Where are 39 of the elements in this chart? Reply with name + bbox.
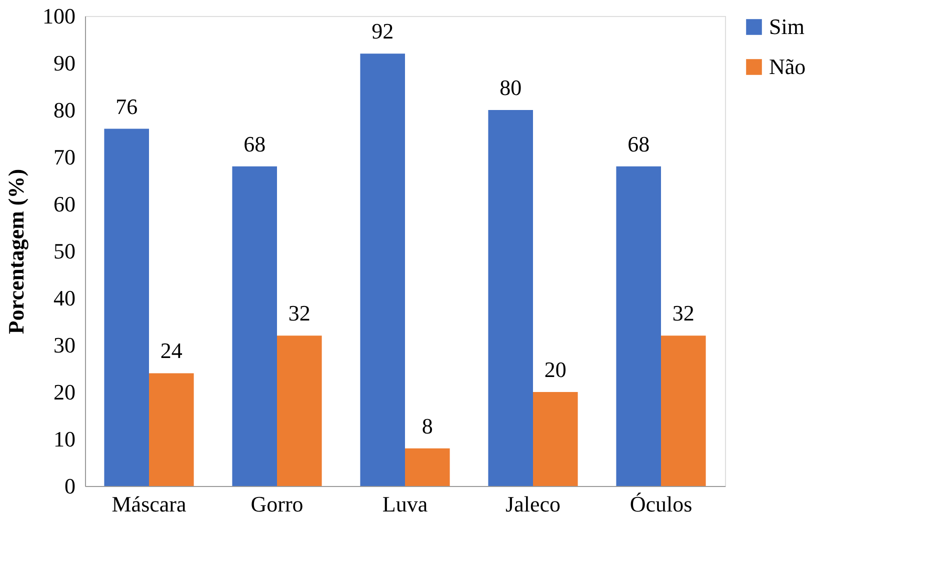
y-tick-label: 40 [54,286,76,310]
data-label: 92 [372,18,394,44]
bar [488,110,533,486]
bar [149,373,194,486]
data-label: 68 [244,131,266,156]
legend-label: Não [769,54,806,79]
x-tick-label: Máscara [112,492,186,516]
bar [616,166,661,486]
y-tick-label: 0 [64,474,76,498]
y-axis-title: Porcentagem (%) [4,168,28,334]
x-tick-label: Gorro [250,492,304,516]
legend-label: Sim [769,14,804,39]
y-tick-label: 60 [54,192,76,216]
y-tick-label: 100 [42,4,76,28]
bar [533,392,578,486]
y-tick-label: 30 [54,332,76,358]
data-label: 24 [160,338,182,364]
x-tick-label: Jaleco [506,492,560,516]
bar [405,448,450,486]
data-label: 32 [288,300,310,326]
data-label: 20 [544,357,566,382]
data-label: 32 [672,300,694,326]
y-tick-label: 90 [54,50,76,76]
y-tick-label: 10 [54,426,76,452]
data-label: 76 [116,94,138,119]
y-tick-label: 70 [54,144,76,170]
bar [360,54,405,486]
x-tick-label: Óculos [630,492,692,516]
data-label: 8 [422,413,433,438]
y-tick-label: 20 [54,380,76,404]
bar [104,128,149,486]
data-label: 80 [500,75,522,100]
data-label: 68 [628,131,650,156]
bar [232,166,277,486]
bar [661,336,706,486]
y-tick-label: 50 [54,238,76,264]
x-tick-label: Luva [382,492,428,516]
bar [277,336,322,486]
y-tick-label: 80 [54,98,76,122]
